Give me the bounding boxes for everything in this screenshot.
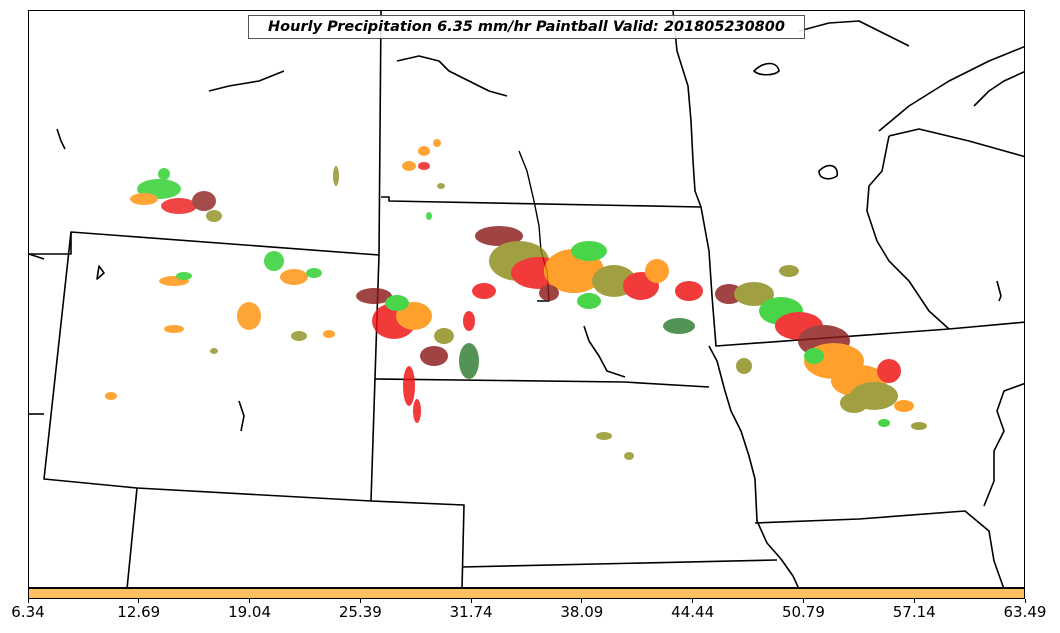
colorbar-tick-mark [470,599,472,603]
precip-wyoming-north [105,251,335,400]
colorbar-tick-label: 50.79 [781,603,825,621]
colorbar-tick-mark [27,599,29,603]
colorbar-tick-label: 25.39 [338,603,382,621]
state-boundaries [29,11,1024,587]
precipitation-map [29,11,1024,587]
colorbar-tick-mark [249,599,251,603]
colorbar [28,588,1025,599]
colorbar-tick-mark [1024,599,1026,603]
colorbar-tick-mark [581,599,583,603]
colorbar-tick-label: 63.49 [1003,603,1047,621]
colorbar-tick-mark [359,599,361,603]
colorbar-tick-mark [692,599,694,603]
colorbar-tick-label: 44.44 [671,603,715,621]
colorbar-tick-label: 19.04 [228,603,272,621]
precip-west-montana [130,168,222,222]
precip-north-dakota [333,139,445,189]
precip-iowa-minnesota-band [715,265,927,430]
map-panel [28,10,1025,588]
colorbar-tick-mark [913,599,915,603]
colorbar-tick-mark [802,599,804,603]
precip-nebraska-panhandle [356,288,479,423]
map-title: Hourly Precipitation 6.35 mm/hr Paintbal… [248,15,805,39]
colorbar-tick-label: 12.69 [117,603,161,621]
precip-sd-main-band [463,226,703,334]
precip-scattered [210,212,634,460]
colorbar-tick-label: 57.14 [892,603,936,621]
colorbar-tick-label: 6.34 [11,603,45,621]
colorbar-tick-mark [138,599,140,603]
colorbar-tick-label: 38.09 [560,603,604,621]
colorbar-tick-label: 31.74 [449,603,493,621]
precipitation-paintball [105,139,927,460]
